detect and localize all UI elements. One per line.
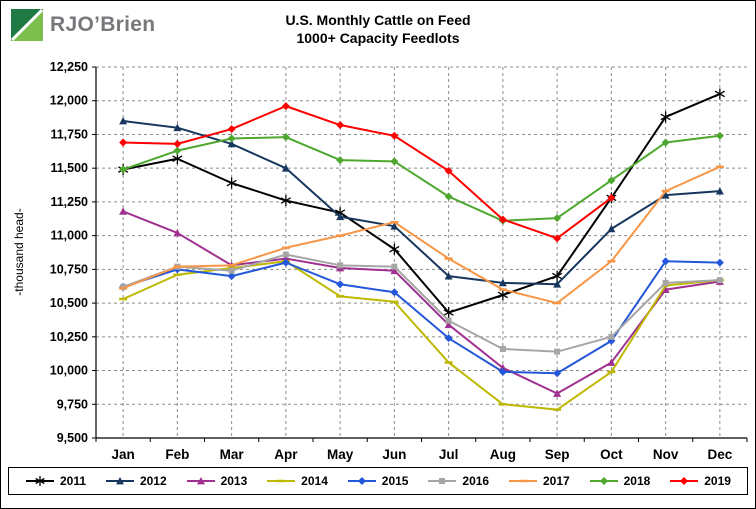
- chart-subtitle: 1000+ Capacity Feedlots: [296, 30, 460, 47]
- svg-text:10,750: 10,750: [50, 262, 88, 276]
- svg-text:Apr: Apr: [274, 447, 298, 462]
- svg-text:May: May: [327, 447, 354, 462]
- chart-legend: 2011 2012 2013 2014 2015 2016 2017 2018 2019: [8, 467, 748, 495]
- legend-marker-2017: [509, 479, 537, 483]
- legend-item-2013: 2013: [186, 474, 248, 488]
- legend-label-2014: 2014: [301, 474, 328, 488]
- svg-text:10,000: 10,000: [50, 364, 88, 378]
- legend-marker-2012: [105, 477, 134, 485]
- rjobrien-logo-icon: [11, 9, 43, 41]
- series-2017: [119, 165, 724, 305]
- legend-marker-2014: [267, 479, 296, 483]
- svg-text:11,250: 11,250: [50, 195, 88, 209]
- rjobrien-logo: RJO’Brien: [11, 9, 155, 41]
- series-2011: [118, 88, 725, 319]
- svg-text:Dec: Dec: [707, 447, 732, 462]
- legend-label-2011: 2011: [60, 474, 87, 488]
- svg-text:9,750: 9,750: [57, 397, 88, 411]
- svg-text:Jan: Jan: [111, 447, 134, 462]
- legend-item-2018: 2018: [589, 474, 651, 488]
- series-2014: [119, 260, 724, 411]
- line-chart-plot: 9,500 9,750 10,000 10,250 10,500 10,750 11,000…: [50, 60, 748, 462]
- legend-marker-2015: [347, 477, 376, 485]
- svg-text:12,000: 12,000: [50, 94, 88, 108]
- legend-label-2019: 2019: [704, 474, 731, 488]
- svg-text:11,750: 11,750: [50, 127, 88, 141]
- legend-marker-2016: [428, 478, 457, 484]
- legend-marker-2019: [670, 477, 699, 485]
- svg-text:10,500: 10,500: [50, 296, 88, 310]
- svg-text:Sep: Sep: [545, 447, 570, 462]
- legend-item-2014: 2014: [266, 474, 328, 488]
- series-2018: [119, 131, 724, 225]
- svg-text:Jul: Jul: [439, 447, 459, 462]
- legend-item-2017: 2017: [508, 474, 570, 488]
- legend-label-2015: 2015: [381, 474, 409, 488]
- legend-label-2013: 2013: [220, 474, 248, 488]
- chart-title-block: U.S. Monthly Cattle on Feed 1000+ Capaci…: [1, 11, 755, 47]
- legend-label-2018: 2018: [623, 474, 651, 488]
- series-2016: [120, 251, 723, 355]
- svg-text:11,000: 11,000: [50, 229, 88, 243]
- svg-text:10,250: 10,250: [50, 330, 88, 344]
- svg-text:Oct: Oct: [600, 447, 623, 462]
- svg-text:11,500: 11,500: [50, 161, 88, 175]
- legend-item-2019: 2019: [669, 474, 731, 488]
- svg-text:Mar: Mar: [220, 447, 245, 462]
- legend-label-2012: 2012: [139, 474, 167, 488]
- legend-marker-2011: [26, 476, 54, 486]
- logo-text: RJO’Brien: [50, 13, 156, 36]
- axes: 9,500 9,750 10,000 10,250 10,500 10,750 11,000…: [50, 60, 748, 462]
- svg-text:12,250: 12,250: [50, 60, 88, 74]
- legend-marker-2013: [186, 477, 215, 485]
- svg-text:Jun: Jun: [382, 447, 406, 462]
- series-2015: [119, 257, 724, 378]
- svg-text:Nov: Nov: [653, 447, 679, 462]
- chart-title: U.S. Monthly Cattle on Feed: [285, 12, 471, 28]
- legend-label-2016: 2016: [462, 474, 490, 488]
- legend-item-2016: 2016: [427, 474, 489, 488]
- legend-label-2017: 2017: [543, 474, 570, 488]
- legend-item-2015: 2015: [347, 474, 409, 488]
- svg-text:Aug: Aug: [490, 447, 516, 462]
- svg-text:Feb: Feb: [165, 447, 189, 462]
- legend-item-2011: 2011: [25, 474, 86, 488]
- legend-marker-2018: [589, 477, 618, 485]
- svg-text:9,500: 9,500: [57, 431, 88, 445]
- series-2019: [119, 102, 616, 243]
- legend-item-2012: 2012: [105, 474, 167, 488]
